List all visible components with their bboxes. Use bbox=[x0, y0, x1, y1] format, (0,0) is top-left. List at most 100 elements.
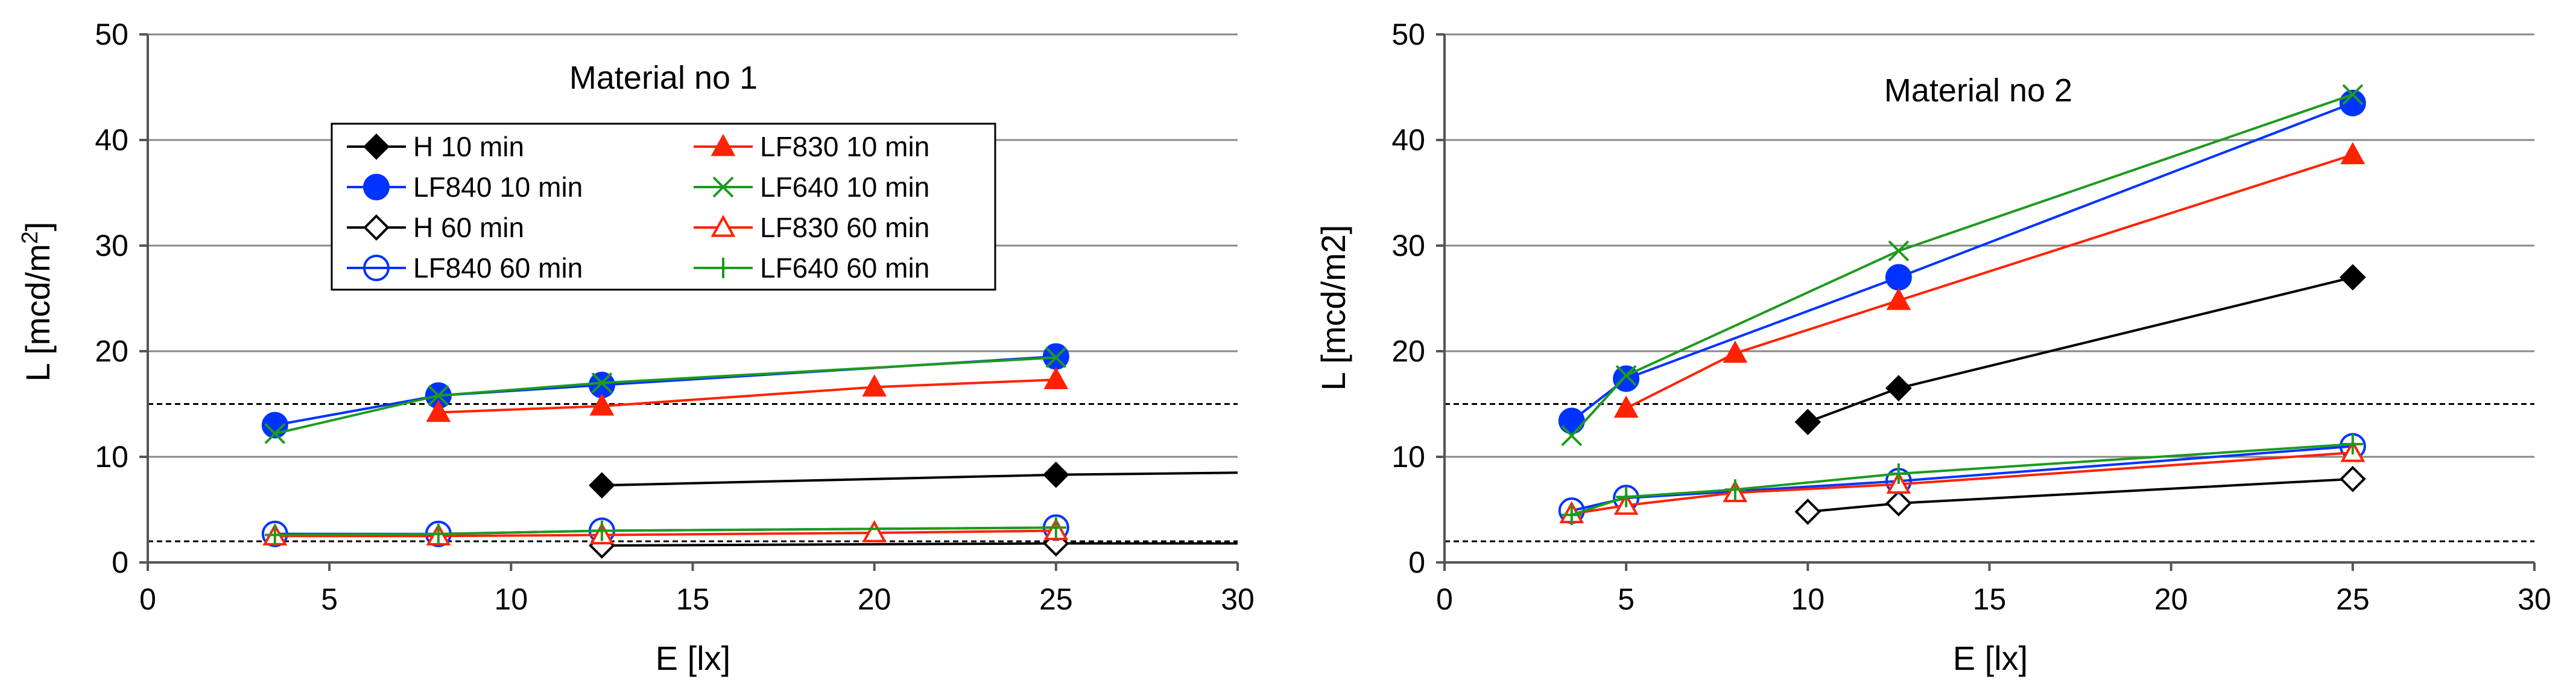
data-point-lf640-10-min bbox=[1045, 347, 1067, 368]
plot-area-frame bbox=[1436, 33, 2536, 571]
y-tick-label: 50 bbox=[1391, 18, 1425, 51]
data-point-lf640-10-min bbox=[428, 385, 449, 406]
data-point-lf830-10-min bbox=[1723, 340, 1748, 363]
series-line-lf640-10-min bbox=[274, 356, 1056, 435]
chart-title: Material no 1 bbox=[569, 60, 758, 96]
data-point-lf640-10-min bbox=[264, 423, 286, 444]
data-point-lf640-60-min bbox=[2342, 434, 2363, 454]
y-tick-label: 40 bbox=[1391, 123, 1425, 157]
data-point-h-10-min bbox=[1885, 375, 1912, 402]
data-point-h-10-min bbox=[2340, 264, 2366, 291]
data-point-lf640-10-min bbox=[1888, 240, 1910, 262]
x-tick-label: 25 bbox=[1039, 582, 1073, 616]
data-point-lf640-60-min bbox=[264, 524, 285, 546]
x-tick-label: 5 bbox=[321, 582, 338, 616]
x-tick-label: 10 bbox=[1791, 582, 1825, 616]
x-tick-labels: 0 5 10 15 20 25 30 bbox=[139, 582, 1255, 616]
series-h-10-min bbox=[1794, 264, 2366, 436]
legend-label: LF640 10 min bbox=[760, 171, 929, 203]
data-point-lf830-10-min bbox=[1886, 287, 1911, 310]
legend-label: H 10 min bbox=[413, 131, 524, 162]
data-point-h-10-min bbox=[1794, 409, 1821, 436]
y-axis-title: L [mcd/m2] bbox=[1314, 225, 1352, 391]
x-tick-label: 15 bbox=[676, 582, 710, 616]
y-axis-title-base: L [mcd/m bbox=[19, 244, 57, 381]
series-line-lf830-10-min bbox=[438, 378, 1056, 414]
data-point-lf640-10-min bbox=[1561, 425, 1583, 447]
series-lf640-10-min bbox=[264, 347, 1067, 444]
data-point-h-10-min bbox=[1043, 461, 1069, 488]
x-axis-title: E [lx] bbox=[656, 639, 730, 677]
y-tick-label: 10 bbox=[1391, 440, 1425, 474]
series-line-lf830-10-min bbox=[1625, 153, 2353, 410]
data-point-lf830-10-min bbox=[1613, 395, 1639, 418]
y-tick-label: 20 bbox=[95, 334, 128, 368]
legend-entry-h-60-min: H 60 min bbox=[347, 212, 524, 243]
series-line-lf840-10-min bbox=[1571, 101, 2353, 422]
series-lf840-10-min bbox=[1558, 89, 2366, 434]
y-tick-labels: 0 10 20 30 40 50 bbox=[1391, 18, 1425, 579]
x-tick-label: 25 bbox=[2336, 582, 2370, 616]
y-axis-title-superscript: 2 bbox=[17, 231, 43, 244]
plot-area-frame bbox=[139, 33, 1239, 571]
data-point-lf640-60-min bbox=[1616, 486, 1637, 508]
x-tick-label: 5 bbox=[1618, 582, 1635, 616]
chart-material-1: 0 10 20 30 40 50 0 5 10 15 20 25 30 Material no 1 E… bbox=[17, 18, 1255, 677]
legend-swatch-marker bbox=[363, 214, 390, 241]
y-tick-label: 40 bbox=[95, 123, 128, 157]
series-line-lf640-60-min bbox=[274, 526, 1056, 536]
data-point-lf640-60-min bbox=[1045, 517, 1066, 538]
y-tick-label: 0 bbox=[112, 546, 128, 579]
series-lf640-10-min bbox=[1561, 84, 2364, 447]
series-line-lf840-60-min bbox=[1571, 445, 2353, 512]
x-tick-label: 10 bbox=[495, 582, 528, 616]
legend-swatch-marker bbox=[710, 214, 736, 237]
data-point-lf640-60-min bbox=[591, 520, 612, 541]
data-point-lf640-60-min bbox=[1724, 479, 1745, 500]
y-tick-labels: 0 10 20 30 40 50 bbox=[95, 18, 128, 579]
legend-entry-lf830-60-min: LF830 60 min bbox=[694, 212, 929, 243]
legend-entries: H 10 min LF830 10 min LF840 10 min LF640 10… bbox=[347, 131, 929, 284]
x-tick-label: 20 bbox=[858, 582, 891, 616]
series-lf640-60-min bbox=[1561, 434, 2363, 526]
legend-box bbox=[331, 123, 996, 291]
chart-material-2: 0 10 20 30 40 50 0 5 10 15 20 25 30 Material no 2 E… bbox=[1314, 18, 2551, 677]
data-point-lf840-10-min bbox=[1885, 264, 1912, 291]
data-point-h-60-min bbox=[1794, 498, 1821, 525]
series-h-60-min bbox=[1794, 465, 2366, 525]
x-tick-label: 30 bbox=[2517, 582, 2551, 616]
legend-entry-lf640-10-min: LF640 10 min bbox=[694, 171, 929, 203]
data-point-lf830-10-min bbox=[2340, 142, 2366, 165]
legend-entry-lf830-10-min: LF830 10 min bbox=[694, 131, 929, 162]
data-point-lf830-10-min bbox=[1043, 367, 1069, 389]
y-tick-label: 10 bbox=[95, 440, 128, 474]
x-tick-label: 0 bbox=[139, 582, 156, 616]
data-point-h-10-min bbox=[589, 472, 615, 499]
data-point-lf840-10-min bbox=[1558, 407, 1585, 434]
data-point-lf830-10-min bbox=[862, 374, 887, 397]
legend-swatch-marker bbox=[710, 133, 736, 156]
legend-label: LF840 60 min bbox=[413, 252, 583, 284]
x-axis-title: E [lx] bbox=[1953, 639, 2028, 677]
legend-swatch-marker bbox=[712, 176, 734, 198]
y-tick-label: 30 bbox=[95, 229, 128, 263]
data-point-lf640-60-min bbox=[1888, 463, 1909, 484]
x-tick-label: 20 bbox=[2154, 582, 2188, 616]
series-h-10-min bbox=[589, 461, 1238, 499]
data-point-lf640-60-min bbox=[428, 523, 449, 544]
data-point-lf830-10-min bbox=[589, 393, 615, 416]
y-axis-title: L [mcd/m2] bbox=[17, 222, 57, 382]
legend-entry-lf840-60-min: LF840 60 min bbox=[347, 252, 583, 284]
data-point-lf640-10-min bbox=[1615, 364, 1637, 386]
legend-entry-lf840-10-min: LF840 10 min bbox=[347, 171, 583, 203]
x-tick-label: 15 bbox=[1973, 582, 2007, 616]
legend-swatch-marker bbox=[713, 258, 733, 278]
legend-label: LF840 10 min bbox=[413, 171, 583, 203]
legend-entry-lf640-60-min: LF640 60 min bbox=[694, 252, 929, 284]
data-point-lf640-10-min bbox=[591, 372, 613, 393]
data-point-h-60-min bbox=[1885, 490, 1912, 517]
legend-swatch-marker bbox=[363, 133, 390, 160]
legend-swatch-marker bbox=[363, 174, 390, 200]
legend: H 10 min LF830 10 min LF840 10 min LF640 10… bbox=[331, 123, 996, 291]
